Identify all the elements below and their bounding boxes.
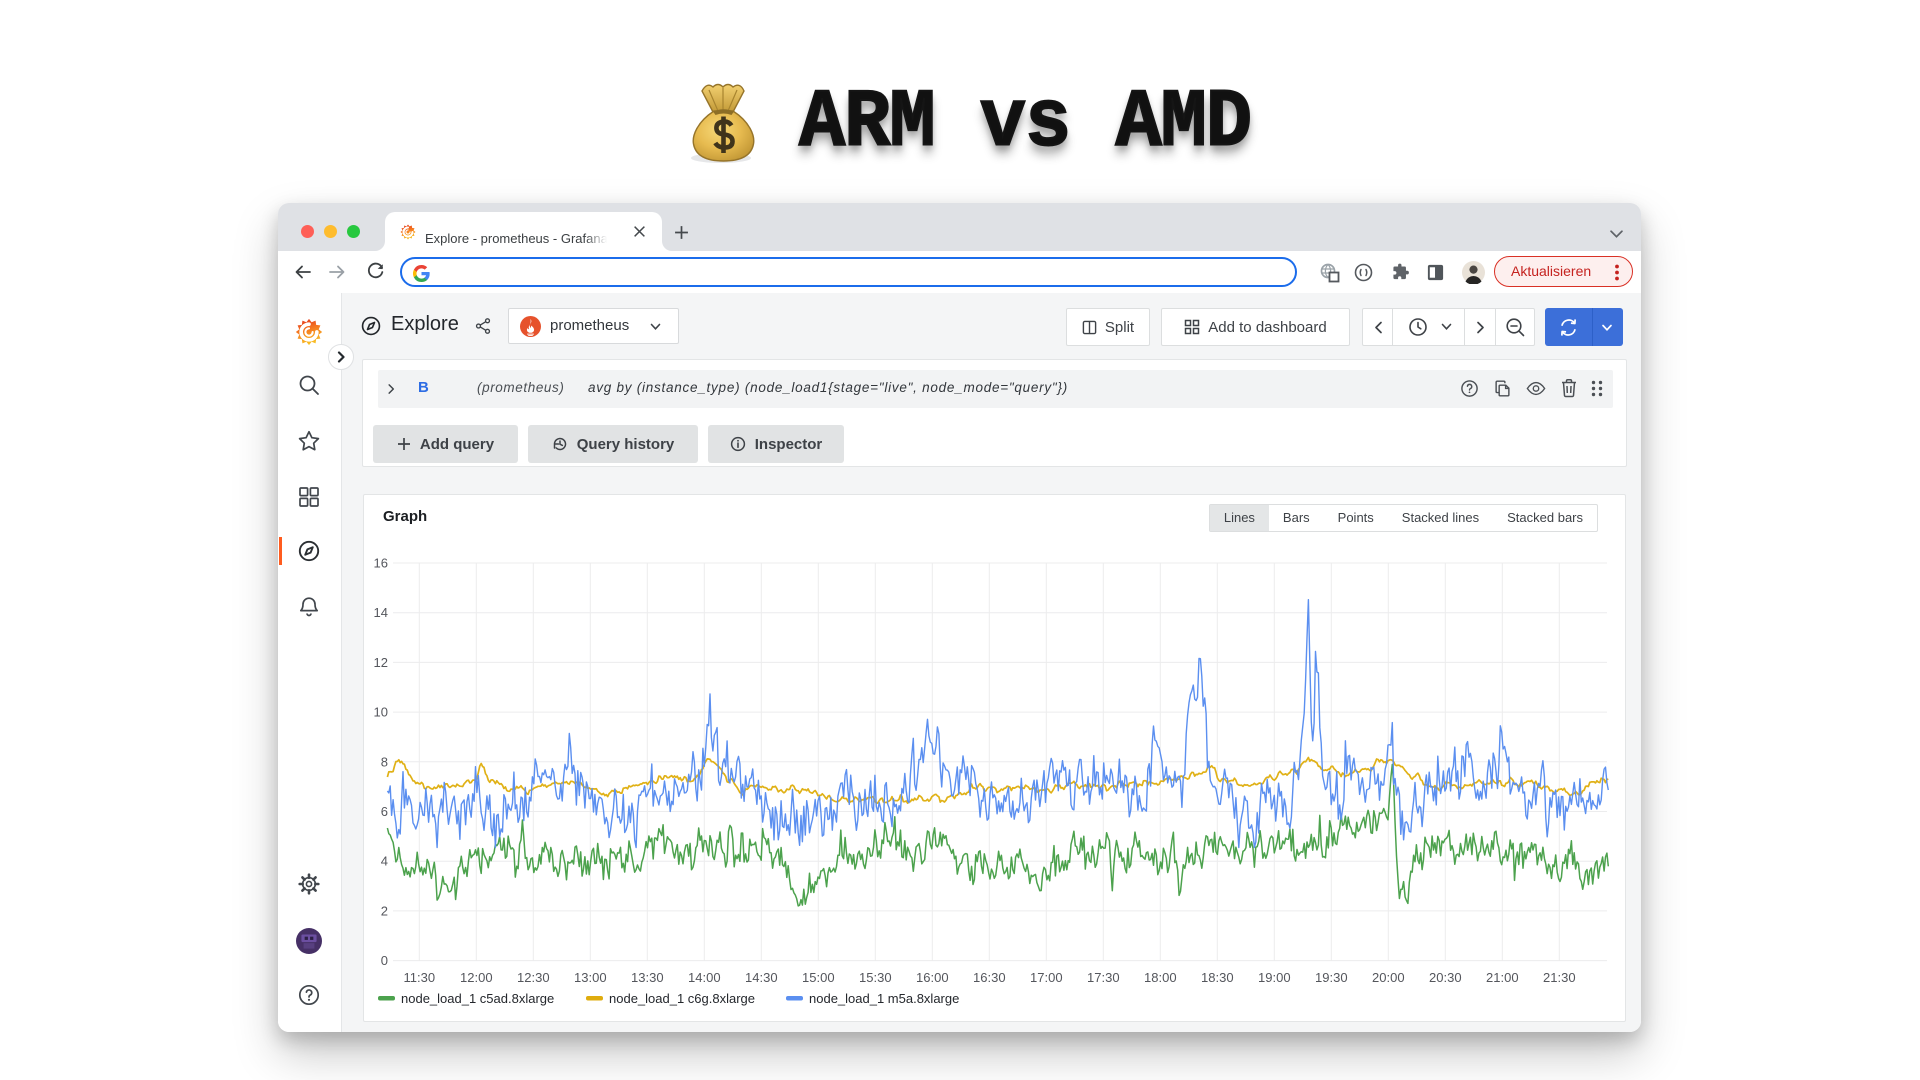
svg-text:14:30: 14:30	[745, 970, 778, 985]
svg-text:12: 12	[374, 655, 388, 670]
svg-text:16:30: 16:30	[973, 970, 1006, 985]
svg-text:12:00: 12:00	[460, 970, 493, 985]
svg-text:20:00: 20:00	[1372, 970, 1405, 985]
svg-text:12:30: 12:30	[517, 970, 550, 985]
svg-text:15:00: 15:00	[802, 970, 835, 985]
svg-text:13:00: 13:00	[574, 970, 607, 985]
svg-text:16:00: 16:00	[916, 970, 949, 985]
svg-text:15:30: 15:30	[859, 970, 892, 985]
svg-text:18:00: 18:00	[1144, 970, 1177, 985]
svg-text:16: 16	[374, 556, 388, 571]
svg-text:20:30: 20:30	[1429, 970, 1462, 985]
svg-text:8: 8	[381, 754, 388, 769]
svg-text:11:30: 11:30	[404, 970, 436, 985]
svg-text:node_load_1 c5ad.8xlarge: node_load_1 c5ad.8xlarge	[401, 991, 554, 1006]
svg-text:17:00: 17:00	[1030, 970, 1063, 985]
svg-text:6: 6	[381, 804, 388, 819]
svg-text:14: 14	[374, 605, 388, 620]
svg-text:18:30: 18:30	[1201, 970, 1234, 985]
svg-text:4: 4	[381, 854, 388, 869]
svg-text:2: 2	[381, 903, 388, 918]
svg-text:21:30: 21:30	[1543, 970, 1576, 985]
svg-text:0: 0	[381, 953, 388, 968]
svg-text:19:00: 19:00	[1258, 970, 1291, 985]
svg-text:14:00: 14:00	[688, 970, 721, 985]
svg-text:node_load_1 m5a.8xlarge: node_load_1 m5a.8xlarge	[809, 991, 959, 1006]
svg-text:10: 10	[374, 705, 388, 720]
svg-text:17:30: 17:30	[1087, 970, 1120, 985]
svg-text:node_load_1 c6g.8xlarge: node_load_1 c6g.8xlarge	[609, 991, 755, 1006]
svg-text:21:00: 21:00	[1486, 970, 1519, 985]
svg-text:19:30: 19:30	[1315, 970, 1348, 985]
svg-text:13:30: 13:30	[631, 970, 664, 985]
